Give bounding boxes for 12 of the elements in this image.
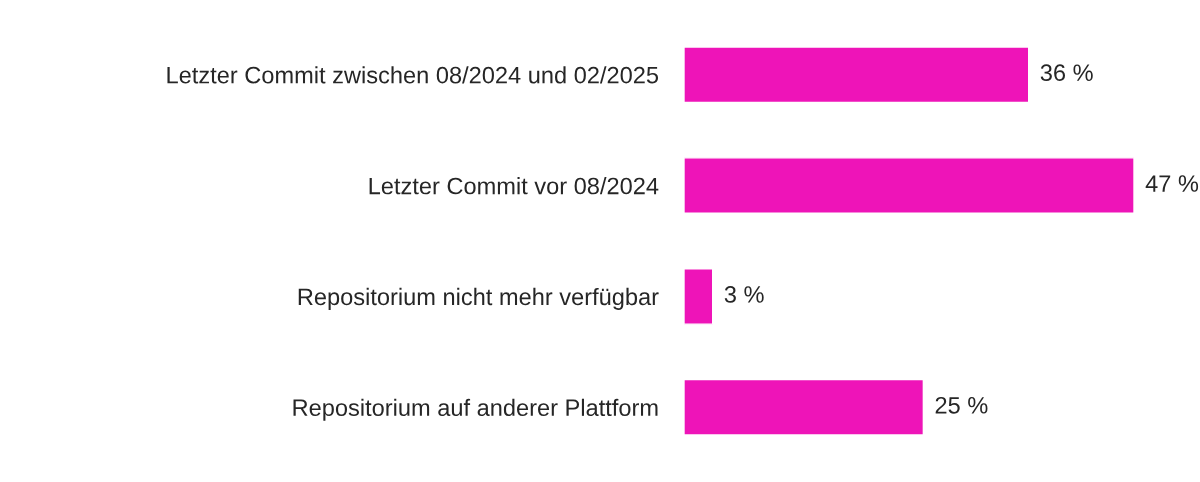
data-label: 25 % xyxy=(935,396,988,414)
bar xyxy=(684,378,925,436)
bar xyxy=(684,157,1135,214)
data-label: 3 % xyxy=(724,286,764,303)
bar xyxy=(684,46,1030,104)
y-tick-label: Repositorium auf anderer Plattform xyxy=(293,398,658,421)
y-tick-label: Letzter Commit zwischen 08/2024 und 02/2025 xyxy=(167,66,659,84)
data-label: 36 % xyxy=(1040,64,1093,82)
y-tick-label: Letzter Commit vor 08/2024 xyxy=(369,177,659,195)
bar xyxy=(684,268,714,325)
y-tick-label: Repositorium nicht mehr verfügbar xyxy=(298,287,659,310)
data-label: 47 % xyxy=(1145,175,1199,192)
